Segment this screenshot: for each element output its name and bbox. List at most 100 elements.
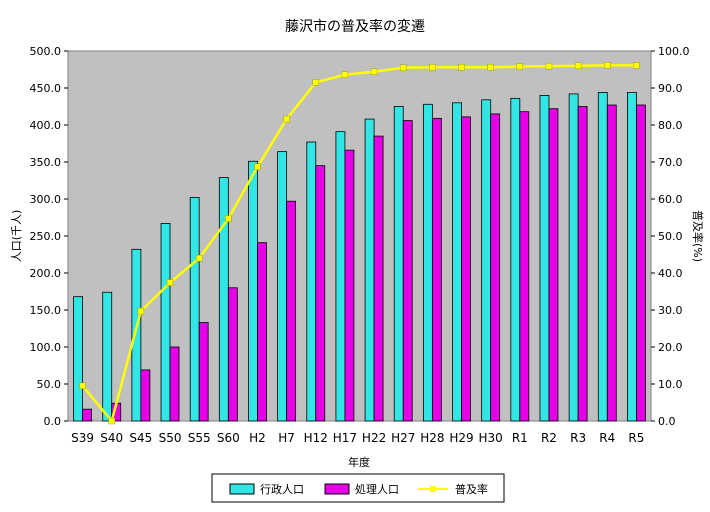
right-tick-label: 10.0 [658, 378, 683, 391]
x-tick-label: R4 [599, 431, 615, 445]
left-tick-label: 350.0 [30, 156, 62, 169]
right-axis-label: 普及率(%) [691, 210, 705, 262]
legend-swatch-0 [229, 483, 255, 495]
bar-shori [636, 104, 646, 422]
fukyuritsu-point [604, 62, 611, 69]
x-tick-label: S60 [217, 431, 240, 445]
x-tick-label: S40 [100, 431, 123, 445]
bar-gyosei [481, 99, 492, 422]
legend: 行政人口 処理人口 普及率 [211, 473, 505, 503]
right-tick-label: 80.0 [658, 119, 683, 132]
right-tick-label: 20.0 [658, 341, 683, 354]
x-tick-label: S39 [71, 431, 94, 445]
fukyuritsu-point [195, 254, 203, 262]
bar-gyosei [364, 118, 375, 422]
x-tick-label: H12 [304, 431, 328, 445]
bar-shori [373, 135, 384, 422]
bar-shori [286, 200, 297, 422]
bar-gyosei [627, 92, 637, 422]
fukyuritsu-point [633, 62, 640, 69]
bar-gyosei [73, 296, 83, 422]
bar-gyosei [277, 151, 288, 422]
fukyuritsu-point [108, 417, 115, 425]
bar-gyosei [539, 95, 550, 422]
fukyuritsu-point [458, 64, 465, 71]
x-tick-label: R1 [512, 431, 528, 445]
x-tick-label: R3 [570, 431, 586, 445]
bars-group [73, 92, 646, 422]
x-tick-label: H30 [479, 431, 503, 445]
fukyuritsu-point [312, 79, 320, 86]
left-axis: 0.0 50.0 100.0 150.0 200.0 250.0 300.0 350.0 400… [30, 45, 68, 428]
fukyuritsu-point [341, 71, 349, 78]
left-tick-label: 0.0 [44, 415, 62, 428]
bar-gyosei [510, 97, 521, 422]
chart-title: 藤沢市の普及率の変遷 [285, 18, 425, 35]
left-tick-label: 150.0 [30, 304, 62, 317]
bar-gyosei [306, 141, 317, 422]
plot-area [67, 50, 652, 422]
bar-shori [519, 111, 530, 422]
x-tick-label: S45 [129, 431, 152, 445]
left-tick-label: 450.0 [30, 82, 62, 95]
bar-shori [344, 149, 355, 422]
fukyuritsu-point [574, 62, 582, 70]
legend-swatch-1 [324, 483, 350, 495]
right-tick-label: 100.0 [658, 45, 690, 58]
x-tick-label: R5 [628, 431, 644, 445]
bar-shori [548, 108, 559, 422]
bar-shori [198, 322, 209, 422]
left-tick-label: 500.0 [30, 45, 62, 58]
left-axis-label: 人口(千人) [10, 210, 23, 263]
x-tick-label: H17 [333, 431, 357, 445]
left-tick-label: 200.0 [30, 267, 62, 280]
fukyuritsu-point [283, 115, 290, 123]
bar-gyosei [568, 93, 579, 422]
left-tick-label: 300.0 [30, 193, 62, 206]
fukyuritsu-point [166, 279, 174, 286]
bar-gyosei [393, 106, 404, 422]
bar-shori [315, 165, 326, 422]
x-tick-label: S50 [159, 431, 182, 445]
right-tick-label: 40.0 [658, 267, 683, 280]
right-tick-label: 90.0 [658, 82, 683, 95]
bar-shori [577, 106, 588, 422]
fukyuritsu-point [545, 62, 553, 70]
bar-shori [169, 346, 180, 422]
bar-shori [490, 113, 501, 422]
legend-label-2: 普及率 [455, 482, 488, 496]
fukyuritsu-point [516, 63, 524, 70]
x-tick-label: H2 [249, 431, 266, 445]
x-tick-label: H29 [449, 431, 473, 445]
bar-shori [461, 116, 471, 422]
bar-gyosei [335, 131, 346, 422]
right-tick-label: 60.0 [658, 193, 683, 206]
bar-gyosei [160, 223, 171, 422]
right-tick-label: 70.0 [658, 156, 683, 169]
left-tick-label: 400.0 [30, 119, 62, 132]
fukyuritsu-point [137, 307, 145, 315]
left-tick-label: 50.0 [37, 378, 62, 391]
bar-shori [431, 117, 442, 422]
fukyuritsu-point [225, 215, 232, 222]
right-axis: 0.0 10.0 20.0 30.0 40.0 50.0 60.0 70.0 80.0 90.0 1… [651, 45, 690, 428]
x-tick-label: S55 [188, 431, 211, 445]
bar-gyosei [452, 102, 462, 422]
left-tick-label: 100.0 [30, 341, 62, 354]
bar-gyosei [422, 103, 433, 422]
fukyuritsu-point [254, 163, 261, 171]
fukyuritsu-point [399, 64, 407, 71]
fukyuritsu-point [370, 68, 378, 75]
x-axis-label: 年度 [348, 455, 370, 469]
bar-shori [140, 369, 151, 422]
bar-gyosei [131, 248, 142, 422]
bar-gyosei [248, 160, 258, 422]
bar-gyosei [218, 177, 229, 422]
bar-gyosei [597, 92, 608, 422]
fukyuritsu-point [487, 64, 494, 71]
x-tick-label: H27 [391, 431, 415, 445]
x-tick-label: H22 [362, 431, 386, 445]
fukyuritsu-line [81, 64, 637, 424]
x-tick-label: R2 [541, 431, 557, 445]
